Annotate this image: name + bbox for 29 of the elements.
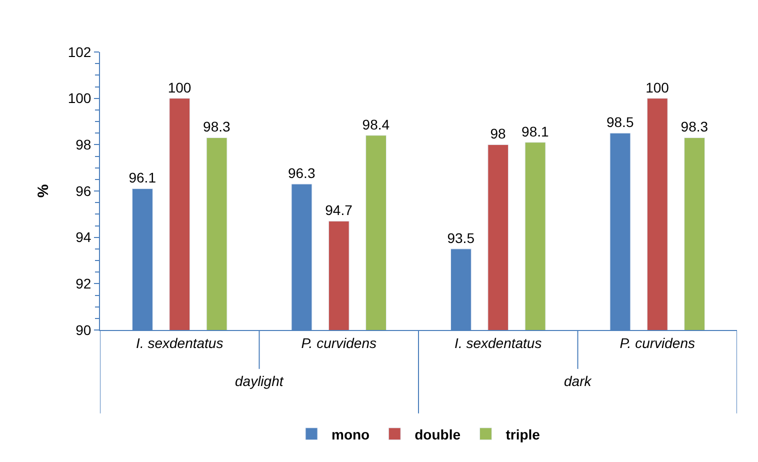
text: daylight — [235, 373, 284, 389]
y-tick-label: 98 — [76, 136, 92, 153]
data-label: 98.3 — [680, 118, 708, 135]
data-label: 96.3 — [288, 165, 316, 182]
data-label: 98 — [490, 126, 506, 142]
data-label: 94.7 — [325, 202, 353, 218]
data-label: 98.3 — [203, 118, 231, 135]
y-tick-label: 92 — [76, 276, 92, 292]
x-tick-label: P. curvidens — [301, 334, 376, 351]
x-tick-label: P. curvidens — [620, 334, 695, 351]
y-tick-label: 96 — [76, 182, 92, 199]
data-label: 100 — [168, 79, 192, 96]
data-label: 93.5 — [447, 230, 475, 246]
legend-label: triple — [506, 426, 540, 442]
data-label: 96.1 — [128, 170, 156, 186]
x-tick-label: I. sexdentatus — [454, 334, 542, 351]
text: dark — [564, 373, 592, 389]
y-tick-label: 100 — [68, 90, 92, 106]
y-tick-label: 102 — [68, 44, 92, 60]
y-axis-title: % — [35, 184, 52, 198]
data-label: 100 — [646, 79, 670, 96]
data-label: 98.4 — [362, 116, 390, 132]
y-tick-label: 90 — [76, 322, 92, 338]
data-label: 98.1 — [522, 123, 550, 140]
y-tick-label: 94 — [76, 229, 92, 246]
x-tick-label: I. sexdentatus — [136, 334, 224, 351]
legend-label: mono — [332, 426, 370, 442]
data-label: 98.5 — [606, 114, 634, 130]
legend-label: double — [414, 426, 461, 442]
